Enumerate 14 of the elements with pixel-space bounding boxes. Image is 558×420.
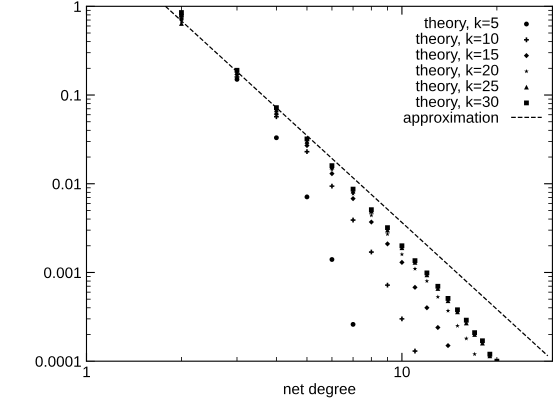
y-tick-label: 0.0001 (36, 356, 81, 367)
legend-label: theory, k=20 (416, 64, 498, 79)
y-tick-label: 1 (74, 1, 81, 12)
legend-label: approximation (404, 112, 498, 126)
legend-label: theory, k=10 (416, 32, 498, 48)
y-tick-label: 0.001 (44, 267, 81, 278)
legend-label: theory, k=30 (416, 96, 498, 110)
y-tick-label: 0.01 (52, 178, 81, 190)
legend-label: theory, k=25 (416, 80, 498, 94)
y-tick-label: 0.1 (60, 90, 81, 101)
x-tick-label: 10 (394, 366, 410, 378)
legend-label: theory, k=5 (424, 16, 498, 32)
legend-label: theory, k=15 (416, 48, 498, 63)
x-axis-title: net degree (284, 383, 356, 398)
